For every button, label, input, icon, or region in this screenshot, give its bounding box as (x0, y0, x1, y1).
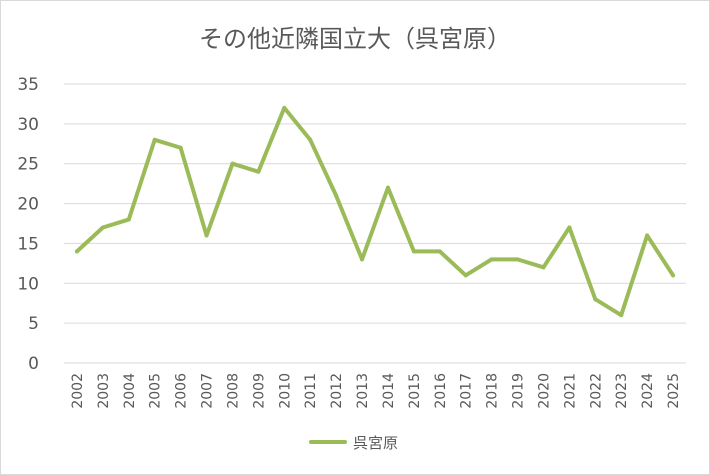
data-point (385, 185, 390, 190)
x-tick-label: 2016 (433, 373, 449, 409)
data-point (204, 233, 209, 238)
x-tick-label: 2022 (588, 373, 604, 409)
series-line (74, 105, 676, 318)
data-point (463, 273, 468, 278)
data-point (567, 225, 572, 230)
x-tick-label: 2007 (200, 373, 216, 409)
x-tick-label: 2015 (407, 373, 423, 409)
y-tick-label: 25 (17, 155, 39, 175)
x-tick-label: 2011 (303, 373, 319, 409)
x-tick-label: 2017 (459, 373, 475, 409)
data-point (671, 273, 676, 278)
y-tick-label: 35 (17, 75, 39, 95)
x-tick-label: 2009 (251, 373, 267, 409)
data-point (230, 161, 235, 166)
x-tick-label: 2024 (640, 373, 656, 409)
x-tick-label: 2006 (174, 373, 190, 409)
x-tick-label: 2008 (225, 373, 241, 409)
data-point (593, 297, 598, 302)
legend: 呉宮原 (309, 434, 398, 452)
x-tick-label: 2023 (614, 373, 630, 409)
plot-area (74, 105, 676, 318)
data-point (437, 249, 442, 254)
gridlines (64, 83, 686, 364)
data-point (178, 145, 183, 150)
data-point (411, 249, 416, 254)
data-point (256, 169, 261, 174)
data-point (308, 137, 313, 142)
x-tick-label: 2021 (562, 373, 578, 409)
x-tick-label: 2005 (148, 373, 164, 409)
y-tick-label: 30 (17, 115, 39, 135)
y-tick-label: 15 (17, 234, 39, 254)
chart-title: その他近隣国立大（呉宮原） (199, 25, 511, 53)
data-point (360, 257, 365, 262)
x-tick-label: 2010 (277, 373, 293, 409)
data-point (489, 257, 494, 262)
x-tick-label: 2019 (511, 373, 527, 409)
x-tick-label: 2013 (355, 373, 371, 409)
x-tick-label: 2002 (70, 373, 86, 409)
x-tick-label: 2020 (536, 373, 552, 409)
y-tick-label: 5 (28, 314, 39, 334)
y-tick-label: 20 (17, 195, 39, 215)
data-point (282, 105, 287, 110)
y-tick-label: 0 (28, 354, 39, 374)
y-axis: 0 5 10 15 20 25 30 35 (17, 75, 39, 374)
x-tick-label: 2025 (666, 373, 682, 409)
data-point (515, 257, 520, 262)
x-tick-label: 2012 (329, 373, 345, 409)
x-tick-label: 2004 (122, 373, 138, 409)
x-tick-label: 2018 (485, 373, 501, 409)
data-point (645, 233, 650, 238)
x-tick-label: 2003 (96, 373, 112, 409)
data-point (152, 137, 157, 142)
data-point (74, 249, 79, 254)
data-point (619, 313, 624, 318)
data-point (334, 193, 339, 198)
x-axis: 2002 2003 2004 2005 2006 2007 2008 2009 2010 2011… (70, 373, 682, 409)
data-point (126, 217, 131, 222)
legend-label: 呉宮原 (353, 434, 398, 452)
x-tick-label: 2014 (381, 373, 397, 409)
data-point (541, 265, 546, 270)
data-point (100, 225, 105, 230)
y-tick-label: 10 (17, 274, 39, 294)
